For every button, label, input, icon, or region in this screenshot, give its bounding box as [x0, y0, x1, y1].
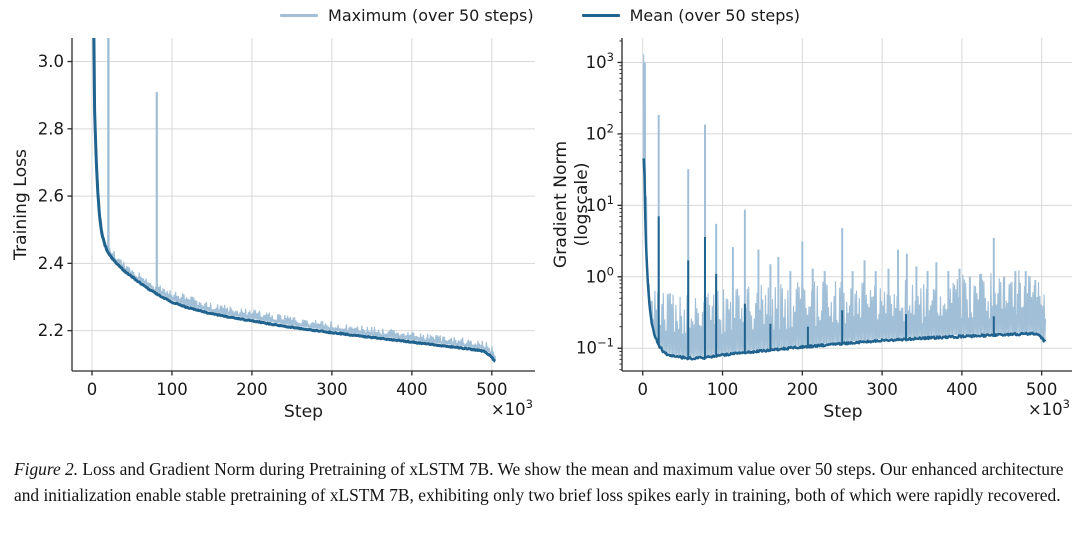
- x-axis-label: Step: [823, 402, 862, 422]
- svg-text:3.0: 3.0: [38, 52, 64, 71]
- svg-text:2.6: 2.6: [38, 187, 64, 206]
- y-axis-label: Training Loss: [11, 149, 31, 261]
- axis-labels: Step Training Loss ×103: [11, 149, 533, 422]
- svg-text:2.4: 2.4: [38, 254, 64, 273]
- figure-caption-text: Loss and Gradient Norm during Pretrainin…: [14, 459, 1064, 505]
- svg-text:400: 400: [396, 380, 428, 399]
- svg-text:0: 0: [87, 380, 98, 399]
- x-offset-label: ×103: [1028, 397, 1070, 419]
- figure-caption-label: Figure 2.: [14, 459, 79, 479]
- mean-series: [642, 158, 1047, 361]
- maximum-line-swatch: [280, 14, 319, 17]
- svg-text:100: 100: [586, 264, 614, 286]
- svg-text:200: 200: [236, 380, 268, 399]
- gridlines: [72, 38, 535, 371]
- mean-series: [92, 38, 497, 363]
- legend-label-maximum: Maximum (over 50 steps): [328, 6, 534, 25]
- svg-text:100: 100: [707, 380, 739, 399]
- tick-labels: 0 100 200 300 400 500 2.2 2.4 2.6 2.8 3.0: [38, 52, 508, 399]
- svg-text:10−1: 10−1: [576, 336, 614, 358]
- svg-text:500: 500: [476, 380, 508, 399]
- x-offset-label: ×103: [491, 397, 533, 419]
- axis-labels: Step Gradient Norm(logscale) ×103: [551, 141, 1070, 422]
- mean-line-swatch: [581, 14, 620, 17]
- svg-text:500: 500: [1026, 380, 1058, 399]
- svg-text:400: 400: [946, 380, 978, 399]
- legend-item-mean: Mean (over 50 steps): [581, 6, 800, 25]
- svg-text:0: 0: [637, 380, 648, 399]
- legend-item-maximum: Maximum (over 50 steps): [280, 6, 534, 25]
- svg-text:200: 200: [787, 380, 819, 399]
- x-axis-label: Step: [284, 402, 323, 422]
- tick-labels: 0 100 200 300 400 500 103 102 101 100 10−1: [576, 50, 1057, 399]
- axes-spines: [67, 38, 535, 376]
- svg-text:103: 103: [586, 50, 614, 72]
- svg-text:102: 102: [586, 121, 614, 143]
- svg-text:100: 100: [156, 380, 188, 399]
- svg-text:2.2: 2.2: [38, 321, 64, 340]
- gradient-norm-chart: 0 100 200 300 400 500 103 102 101 100 10−1 Step Grad…: [551, 38, 1072, 422]
- figure-caption: Figure 2. Loss and Gradient Norm during …: [14, 457, 1066, 508]
- axes-spines: [617, 38, 1072, 376]
- loss-and-gradnorm-charts: 0 100 200 300 400 500 2.2 2.4 2.6 2.8 3.0 Step Train…: [11, 38, 1072, 422]
- maximum-series: [93, 38, 497, 360]
- legend: Maximum (over 50 steps) Mean (over 50 st…: [0, 6, 1080, 25]
- svg-text:300: 300: [866, 380, 898, 399]
- svg-text:300: 300: [316, 380, 348, 399]
- legend-label-mean: Mean (over 50 steps): [629, 6, 800, 25]
- training-loss-chart: 0 100 200 300 400 500 2.2 2.4 2.6 2.8 3.0 Step Train…: [11, 38, 535, 422]
- svg-text:101: 101: [586, 193, 614, 215]
- figure-2: 0 100 200 300 400 500 2.2 2.4 2.6 2.8 3.0 Step Train…: [0, 6, 1080, 422]
- y-axis-label: Gradient Norm(logscale): [551, 141, 592, 268]
- svg-text:2.8: 2.8: [38, 119, 64, 138]
